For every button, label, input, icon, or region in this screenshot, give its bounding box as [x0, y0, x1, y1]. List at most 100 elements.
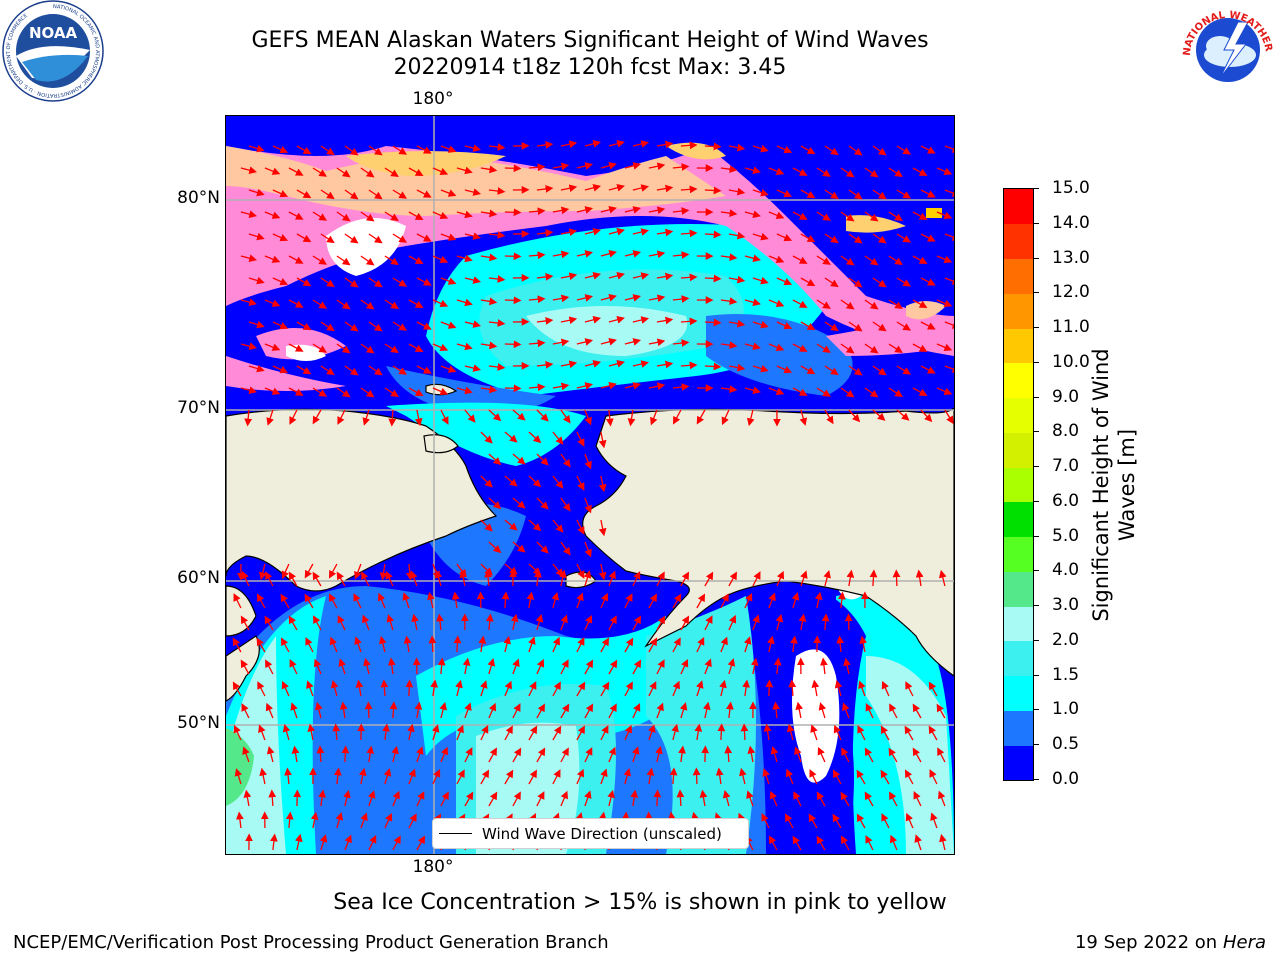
- wave-direction-arrow: [552, 162, 570, 171]
- wave-direction-arrow: [720, 593, 729, 609]
- wave-direction-arrow: [743, 636, 752, 653]
- wave-direction-arrow: [480, 769, 490, 785]
- wave-direction-arrow: [240, 615, 250, 631]
- wave-direction-arrow: [428, 635, 437, 653]
- wave-direction-arrow: [528, 681, 537, 697]
- wave-direction-arrow: [312, 255, 328, 265]
- wave-direction-arrow: [824, 321, 839, 332]
- wave-direction-arrow: [440, 791, 449, 807]
- wave-direction-arrow: [809, 769, 818, 785]
- wave-direction-arrow: [312, 211, 328, 221]
- wave-direction-arrow: [528, 519, 542, 532]
- wave-direction-arrow: [432, 211, 449, 220]
- wave-direction-arrow: [536, 453, 549, 466]
- wave-direction-arrow: [552, 338, 570, 347]
- wave-direction-arrow: [769, 790, 778, 807]
- wave-direction-arrow: [528, 339, 546, 348]
- wave-direction-arrows: [232, 139, 954, 851]
- wave-direction-arrow: [361, 571, 370, 587]
- wave-direction-arrow: [856, 813, 866, 829]
- wave-direction-arrow: [328, 563, 338, 579]
- wave-direction-arrow: [432, 387, 449, 396]
- wave-direction-arrow: [720, 165, 738, 173]
- wave-direction-arrow: [338, 658, 346, 675]
- wave-direction-arrow: [720, 636, 728, 653]
- wave-direction-arrow: [631, 746, 640, 763]
- wave-direction-arrow: [265, 702, 274, 719]
- colorbar-tick-mark: [1033, 431, 1039, 433]
- wave-direction-arrow: [800, 233, 816, 243]
- wave-direction-arrow: [488, 409, 502, 422]
- wave-direction-arrow: [288, 387, 304, 396]
- wave-direction-arrow: [791, 592, 800, 609]
- wave-direction-arrow: [790, 635, 798, 653]
- wave-direction-arrow: [775, 613, 784, 631]
- wave-direction-arrow: [241, 570, 250, 587]
- wave-direction-arrow: [411, 613, 419, 631]
- wave-direction-arrow: [944, 189, 954, 197]
- wave-direction-arrow: [576, 725, 585, 741]
- wave-direction-arrow: [680, 361, 698, 370]
- wave-direction-arrow: [402, 592, 410, 609]
- wave-direction-arrow: [768, 167, 785, 175]
- wave-direction-arrow: [704, 615, 713, 631]
- lat-label-70: 70°N: [177, 398, 220, 418]
- wave-direction-arrow: [503, 635, 511, 653]
- wave-direction-arrow: [408, 299, 424, 309]
- wave-direction-arrow: [888, 343, 903, 354]
- wave-direction-arrow: [792, 167, 808, 176]
- wave-direction-arrow: [266, 745, 275, 763]
- wave-direction-arrow: [608, 703, 617, 719]
- wave-direction-arrow: [704, 571, 714, 587]
- wave-direction-arrow: [456, 254, 473, 263]
- wave-direction-arrow: [427, 591, 435, 609]
- wave-direction-arrow: [808, 813, 818, 829]
- wave-direction-arrow: [552, 294, 570, 303]
- wave-direction-arrow: [392, 189, 408, 199]
- wave-direction-arrow: [480, 475, 493, 488]
- wave-direction-arrow: [552, 250, 570, 259]
- wave-direction-arrow: [846, 569, 855, 587]
- colorbar-segment: [1004, 397, 1033, 433]
- wave-direction-arrow: [560, 747, 569, 763]
- wave-direction-arrow: [248, 276, 265, 285]
- wave-direction-arrow: [776, 365, 793, 374]
- colorbar-tick-mark: [1033, 605, 1039, 607]
- wave-direction-arrow: [272, 365, 289, 374]
- wave-direction-arrow: [608, 659, 618, 675]
- wave-direction-arrow: [920, 409, 933, 423]
- wave-direction-arrow: [792, 387, 808, 396]
- colorbar-tick-label: 14.0: [1052, 212, 1090, 233]
- wave-direction-arrow: [824, 409, 834, 425]
- wave-direction-arrow: [752, 571, 761, 587]
- wave-direction-arrow: [820, 657, 828, 675]
- wave-direction-arrow: [655, 745, 663, 763]
- wave-direction-arrow: [656, 615, 666, 631]
- wave-direction-arrow: [648, 250, 666, 259]
- wave-direction-arrow: [312, 387, 328, 397]
- wave-direction-arrow: [536, 317, 554, 325]
- wave-direction-arrow: [488, 143, 506, 151]
- wave-direction-arrow: [440, 145, 457, 153]
- wave-direction-arrow: [776, 189, 793, 198]
- wave-direction-arrow: [800, 321, 816, 331]
- wave-direction-arrow: [785, 768, 794, 785]
- wave-direction-arrow: [242, 746, 250, 763]
- wave-direction-arrow: [848, 233, 863, 244]
- wave-direction-arrow: [936, 299, 953, 307]
- wave-direction-arrow: [488, 319, 506, 327]
- wave-direction-arrow: [600, 768, 608, 785]
- wave-direction-arrow: [936, 167, 953, 175]
- wave-direction-arrow: [865, 702, 874, 719]
- wave-direction-arrow: [368, 233, 383, 244]
- wave-direction-arrow: [384, 299, 399, 310]
- wave-direction-arrow: [920, 233, 936, 242]
- wave-direction-arrow: [727, 658, 736, 675]
- wave-direction-arrow: [848, 365, 863, 376]
- colorbar-segment: [1004, 710, 1033, 746]
- wave-direction-arrow: [624, 338, 642, 346]
- wave-direction-arrow: [608, 570, 616, 587]
- wave-direction-arrow: [722, 789, 731, 807]
- colorbar-tick-mark: [1033, 779, 1039, 780]
- wave-direction-arrow: [656, 228, 674, 237]
